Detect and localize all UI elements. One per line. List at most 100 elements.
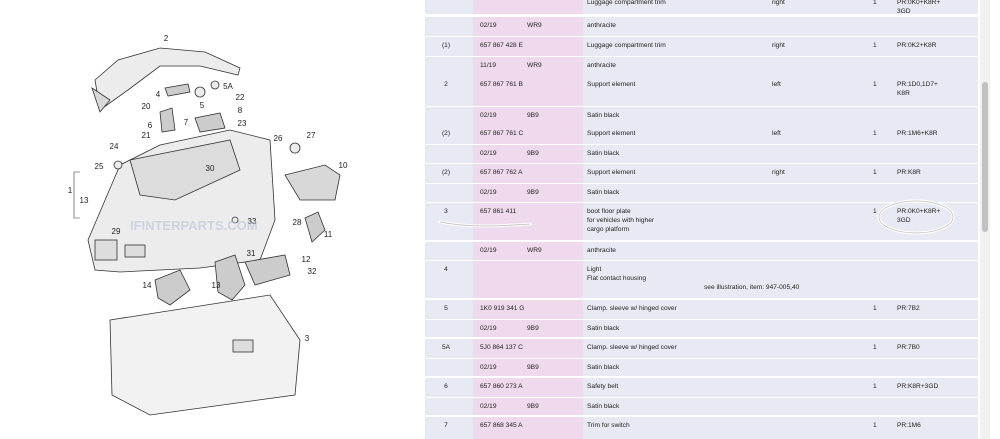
description-cell: boot floor plate for vehicles with higher… [587,207,654,234]
remark-line: PR:1M6+K8R [897,130,938,137]
code-cell: 9B9 [527,364,539,371]
table-row: (1) 657 867 428 E Luggage compartment trim… [425,37,978,56]
description-line: Light [587,266,602,273]
description-line: Support element [587,81,636,88]
description-cell: Clamp. sleeve w/ hinged cover [587,343,677,352]
remark-cell: PR:7B2 [897,304,920,313]
side-cell: left [772,130,781,137]
pos-cell: (1) [441,42,451,49]
qty-cell: 1 [873,422,877,429]
side-cell: left [772,81,781,88]
side-cell: right [772,169,785,176]
part-column-bg [473,242,583,260]
callout-label: 12 [302,255,311,264]
description-line: Satin black [587,112,620,119]
table-row: (2) 657 867 761 C Support element left 1 PR:1… [425,125,978,144]
description-cell: Satin black [587,149,619,158]
remark-line: PR:7B2 [897,305,920,312]
description-cell: Satin black [587,324,619,333]
table-row: 11/19 WR9 anthracite [425,57,978,76]
description-cell: Satin black [587,188,619,197]
remark-line: PR:1M6 [897,422,921,429]
date-cell: 02/19 [480,22,497,29]
table-row: 02/19 9B9 Satin black [425,107,978,125]
part-column-bg [473,417,583,439]
callout-label: 7 [184,118,189,127]
description-line: Safety belt [587,383,619,390]
date-cell: 11/19 [480,62,497,69]
description-cell: anthracite [587,246,616,255]
description-line: Luggage compartment trim [587,0,666,6]
qty-cell: 1 [873,344,877,351]
description-line: Flat contact housing [587,275,647,282]
callout-label: 4 [156,90,161,99]
description-line: Support element [587,130,636,137]
part-column-bg [473,398,583,415]
table-row: 02/19 9B9 Satin black [425,320,978,337]
part-cell: 657 867 762 A [480,169,523,176]
part-cell: 657 868 345 A [480,422,523,429]
part-column-bg [473,17,583,36]
code-cell: WR9 [527,247,542,254]
description-cell: Support element [587,80,635,89]
part-column-bg [473,339,583,358]
pos-cell: 4 [444,266,448,273]
table-row: 02/19 9B9 Satin black [425,184,978,202]
part-cell: 657 867 428 E [480,42,523,49]
table-row: 2 657 867 761 B Support element left 1 PR:1D0… [425,76,978,106]
description-cell: anthracite [587,21,616,30]
description-line: Satin black [587,364,620,371]
description-cell: Satin black [587,111,619,120]
remark-cell: PR:7B0 [897,343,920,352]
callout-label: 5 [200,101,205,110]
callout-label: 8 [238,106,243,115]
table-row: 02/19 9B9 Satin black [425,359,978,376]
date-cell: 02/19 [480,325,497,332]
date-cell: 02/19 [480,364,497,371]
description-line: anthracite [587,22,616,29]
description-line: Support element [587,169,636,176]
pos-cell: 6 [444,383,448,390]
pos-cell: (2) [441,169,451,176]
table-row: 02/19 WR9 anthracite [425,17,978,36]
description-cell: Trim for switch [587,421,630,430]
part-column-bg [473,261,583,298]
part-cell: 1K0 919 341 G [480,305,525,312]
callout-label: 1 [68,186,73,195]
description-cell: Support element [587,129,635,138]
scrollbar-thumb[interactable] [982,82,988,232]
part-cell: 657 861 411 [480,208,517,215]
part-column-bg [473,76,583,106]
description-line: Satin black [587,325,620,332]
code-cell: 9B9 [527,150,539,157]
date-cell: 02/19 [480,112,497,119]
part-column-bg [473,145,583,163]
description-line: Satin black [587,150,620,157]
qty-cell: 1 [873,383,877,390]
remark-line: K8R [897,90,910,97]
side-cell: right [772,42,785,49]
callout-label: 28 [293,218,302,227]
part-column-bg [473,0,583,14]
drawing [87,47,341,416]
parts-table: Luggage compartment trim right 1 PR:0K0+K8R… [425,0,978,439]
description-cell: Clamp. sleeve w/ hinged cover [587,304,677,313]
callout-label: 13 [212,281,221,290]
note-cell: see illustration, item: 947-005,40 [704,284,800,291]
part-column-bg [473,359,583,376]
table-row: Luggage compartment trim right 1 PR:0K0+K8R… [425,0,978,15]
table-row: 02/19 9B9 Satin black [425,145,978,163]
pos-cell: 5A [441,344,451,351]
part-cell: 5J0 864 137 C [480,344,523,351]
description-cell: Support element [587,168,635,177]
callout-label: 24 [110,142,119,151]
description-line: Satin black [587,403,620,410]
pos-cell: 2 [444,81,448,88]
part-column-bg [473,37,583,56]
table-row: 02/19 WR9 anthracite [425,242,978,260]
callout-label: 33 [248,217,257,226]
code-cell: 9B9 [527,325,539,332]
callout-label: 25 [95,162,104,171]
